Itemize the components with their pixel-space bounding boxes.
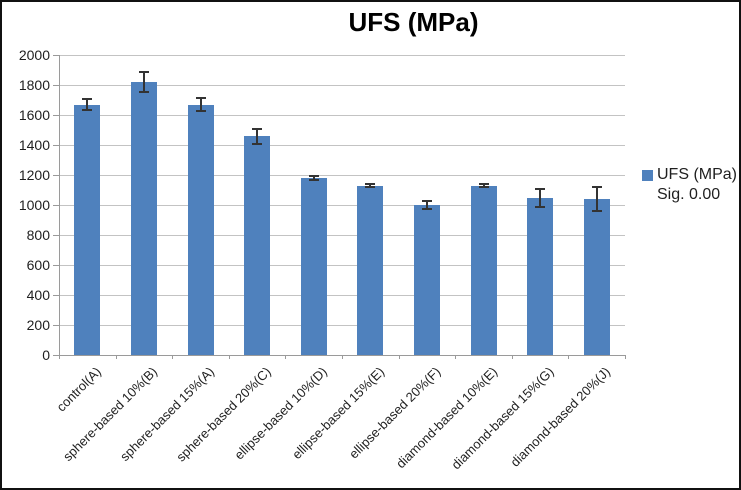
y-axis-tick	[53, 354, 59, 356]
error-bar-cap	[365, 186, 376, 188]
bar	[244, 136, 271, 355]
y-axis-tick	[53, 144, 59, 146]
x-axis-tick	[455, 355, 457, 359]
error-bar-line	[369, 184, 372, 187]
bar	[130, 82, 157, 355]
error-bar-line	[256, 128, 259, 144]
bar	[527, 198, 554, 355]
error-bar-line	[539, 189, 542, 208]
gridline	[59, 84, 625, 86]
y-axis-tick	[53, 234, 59, 236]
error-bar-line	[312, 175, 315, 181]
error-bar-line	[595, 187, 598, 211]
error-bar-cap	[308, 179, 319, 182]
x-axis-label: diamond-based 10%(E)	[392, 364, 501, 472]
legend-series-label: UFS (MPa)	[657, 166, 737, 183]
y-axis-line	[59, 55, 60, 355]
y-axis-tick	[53, 264, 59, 266]
bar	[470, 185, 497, 355]
error-bar-cap	[365, 183, 376, 185]
bar	[74, 104, 101, 355]
x-axis-label: sphere-based 15%(A)	[117, 364, 218, 465]
gridline	[59, 324, 625, 326]
gridline	[59, 174, 625, 176]
error-bar-line	[142, 72, 145, 92]
x-axis-tick	[228, 355, 230, 359]
bar	[300, 178, 327, 355]
y-axis-tick	[53, 84, 59, 86]
error-bar-cap	[138, 71, 149, 74]
x-axis-tick	[398, 355, 400, 359]
error-bar-cap	[195, 96, 206, 99]
error-bar-cap	[478, 186, 489, 188]
error-bar-cap	[478, 183, 489, 185]
x-axis-label: diamond-based 20%(J)	[507, 364, 614, 470]
error-bar-cap	[252, 127, 263, 130]
bar	[357, 185, 384, 355]
x-axis-label: control(A)	[53, 364, 104, 415]
error-bar-line	[199, 97, 202, 112]
x-axis-tick	[115, 355, 117, 359]
x-axis-tick	[625, 355, 626, 359]
x-axis-tick	[342, 355, 343, 359]
error-bar-cap	[535, 188, 546, 191]
y-axis-tick	[53, 114, 59, 116]
y-axis-tick-label: 0	[42, 347, 50, 363]
y-axis-tick-label: 1200	[18, 167, 50, 183]
bar	[187, 104, 214, 355]
error-bar-cap	[591, 210, 602, 212]
y-axis-tick	[53, 204, 59, 206]
gridline	[59, 114, 625, 116]
y-axis-tick-label: 1800	[18, 77, 50, 93]
bar	[413, 205, 440, 355]
legend-entry: UFS (MPa)	[642, 165, 737, 185]
error-bar-cap	[138, 90, 149, 93]
error-bar-cap	[591, 186, 602, 188]
gridline	[59, 204, 625, 206]
y-axis-tick-label: 800	[26, 227, 50, 243]
x-axis-tick	[285, 355, 287, 359]
x-axis-tick	[568, 355, 570, 359]
y-axis-tick	[53, 294, 59, 296]
x-axis-label: diamond-based 15%(G)	[448, 364, 557, 473]
legend-color-swatch	[642, 169, 653, 181]
y-axis-tick-label: 1600	[18, 107, 50, 123]
error-bar-cap	[421, 200, 432, 203]
error-bar-cap	[308, 174, 319, 177]
chart-title: UFS (MPa)	[348, 7, 479, 37]
gridline	[59, 294, 625, 296]
x-axis-tick	[172, 355, 174, 359]
error-bar-line	[482, 184, 485, 187]
legend: UFS (MPa) Sig. 0.00	[642, 165, 737, 205]
x-axis-tick	[511, 355, 513, 359]
x-axis-tick	[59, 355, 60, 359]
y-axis-tick	[53, 324, 59, 326]
error-bar-cap	[535, 206, 546, 209]
y-axis-tick-label: 600	[26, 257, 50, 273]
y-axis-tick	[53, 174, 59, 176]
gridline	[59, 144, 625, 146]
error-bar-cap	[195, 110, 206, 113]
gridline	[59, 54, 625, 56]
gridline	[59, 234, 625, 236]
error-bar-line	[425, 201, 428, 209]
error-bar-line	[86, 99, 89, 110]
y-axis-tick	[53, 54, 59, 56]
error-bar-cap	[421, 207, 432, 210]
x-axis-label: sphere-based 10%(B)	[60, 364, 161, 465]
y-axis-tick-label: 1400	[18, 137, 50, 153]
y-axis-tick-label: 2000	[18, 47, 50, 63]
bar	[583, 199, 610, 355]
y-axis-tick-label: 1000	[18, 197, 50, 213]
error-bar-cap	[252, 142, 263, 145]
error-bar-cap	[82, 108, 93, 111]
error-bar-cap	[82, 98, 93, 101]
y-axis-tick-label: 200	[26, 317, 50, 333]
y-axis-tick-label: 400	[26, 287, 50, 303]
gridline	[59, 264, 625, 266]
x-axis-label: sphere-based 20%(C)	[173, 364, 274, 465]
legend-sig-label: Sig. 0.00	[657, 186, 721, 203]
